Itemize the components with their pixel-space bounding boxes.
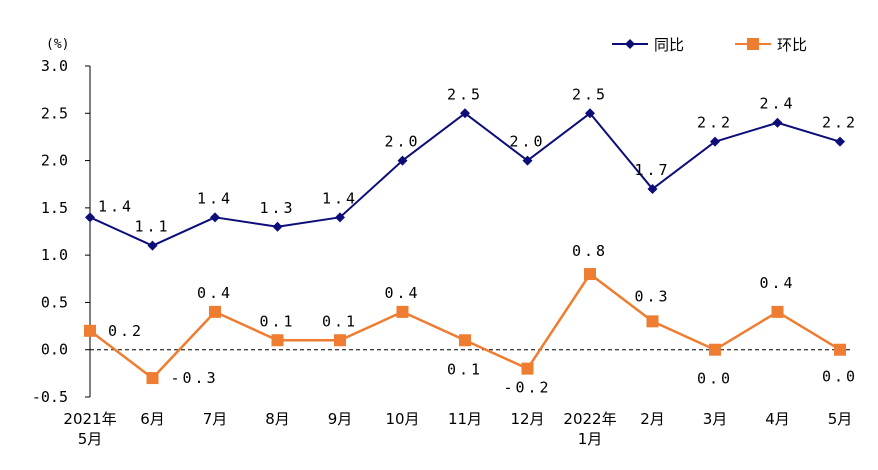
data-label: 1.7 <box>634 161 670 179</box>
series-mom: 0.2 -0.3 0.4 0.1 0.1 0.4 0.1 -0.2 0.8 0.3 0.0 0.4 0.… <box>84 242 858 397</box>
data-label: 0.4 <box>384 284 420 302</box>
diamond-marker <box>335 212 345 223</box>
x-tick-label: 2021年 5月 <box>63 410 116 448</box>
legend-label: 同比 <box>654 36 684 54</box>
legend-square-marker <box>747 38 759 50</box>
y-tick-label: 0.5 <box>41 293 68 311</box>
series-yoy: 1.41.11.41.31.42.02.52.02.51.72.22.42.2 <box>85 85 858 251</box>
data-label: 1.3 <box>259 199 295 217</box>
square-marker <box>459 334 471 347</box>
data-label: 0.4 <box>759 274 795 292</box>
diamond-marker <box>210 212 220 223</box>
legend-label: 环比 <box>777 36 807 54</box>
axes: 3.0 2.5 2.0 1.5 1.0 0.5 0.0 -0.5 2021年 5月 6月 7月 8月 9月… <box>32 57 852 448</box>
diamond-marker <box>585 108 595 119</box>
diamond-marker <box>522 155 533 166</box>
data-label: 0.0 <box>697 370 733 388</box>
y-tick-label: 3.0 <box>41 57 68 75</box>
diamond-marker <box>772 117 783 128</box>
square-marker <box>521 362 534 375</box>
data-label: 2.0 <box>509 133 545 151</box>
unit-label: (%) <box>46 37 69 52</box>
series-line <box>89 112 841 247</box>
x-tick-label: 9月 <box>328 410 353 428</box>
x-tick-label: 10月 <box>385 410 419 428</box>
legend: 同比 环比 <box>612 36 807 54</box>
data-label: 2.4 <box>759 95 795 113</box>
data-label: 2.5 <box>447 85 483 103</box>
square-marker <box>84 324 96 337</box>
diamond-marker <box>272 221 283 232</box>
square-marker <box>584 268 596 281</box>
data-label: 0.1 <box>322 312 358 330</box>
y-tick-label: 2.0 <box>41 152 68 170</box>
square-marker <box>146 372 159 385</box>
square-marker <box>771 305 784 318</box>
data-label: 2.2 <box>697 114 733 132</box>
y-tick-label: 1.0 <box>41 246 68 264</box>
x-tick-label: 2022年 1月 <box>563 410 616 448</box>
data-label: 0.0 <box>822 368 858 386</box>
diamond-marker <box>85 212 95 223</box>
y-tick-label: 2.5 <box>41 104 68 122</box>
square-marker <box>271 334 284 347</box>
y-tick-label: -0.5 <box>32 388 68 406</box>
data-label: 0.1 <box>259 312 295 330</box>
data-label: 2.0 <box>384 133 420 151</box>
data-label: 0.2 <box>108 322 144 340</box>
square-marker <box>334 334 346 347</box>
data-label: 1.4 <box>197 189 233 207</box>
diamond-marker <box>710 136 720 147</box>
x-tick-label: 2月 <box>640 410 665 428</box>
square-marker <box>396 305 409 318</box>
data-label: 2.2 <box>822 114 858 132</box>
data-label: -0.2 <box>503 379 551 397</box>
data-label: -0.3 <box>171 369 219 387</box>
data-label: 0.8 <box>572 242 608 260</box>
diamond-marker <box>835 136 845 147</box>
x-tick-label: 4月 <box>765 410 790 428</box>
x-tick-label: 12月 <box>510 410 544 428</box>
data-label: 1.1 <box>134 218 170 236</box>
square-marker <box>834 343 846 356</box>
x-tick-label: 5月 <box>828 410 853 428</box>
square-marker <box>709 343 721 356</box>
x-tick-label: 11月 <box>448 410 482 428</box>
diamond-marker <box>397 155 408 166</box>
square-marker <box>209 305 221 318</box>
legend-diamond-marker <box>625 39 635 49</box>
diamond-marker <box>647 183 658 194</box>
data-label: 1.4 <box>98 197 134 215</box>
square-marker <box>646 315 659 328</box>
x-tick-label: 8月 <box>265 410 290 428</box>
data-label: 1.4 <box>322 189 358 207</box>
data-label: 0.3 <box>634 287 670 305</box>
data-label: 0.1 <box>447 360 483 378</box>
y-tick-label: 0.0 <box>41 341 68 359</box>
y-tick-label: 1.5 <box>41 199 68 217</box>
data-label: 0.4 <box>197 284 233 302</box>
x-tick-label: 3月 <box>703 410 728 428</box>
diamond-marker <box>147 240 158 251</box>
diamond-marker <box>460 108 470 119</box>
x-tick-label: 7月 <box>203 410 228 428</box>
data-label: 2.5 <box>572 85 608 103</box>
plot-area: 1.41.11.41.31.42.02.52.02.51.72.22.42.20… <box>84 85 858 397</box>
x-tick-label: 6月 <box>140 410 165 428</box>
